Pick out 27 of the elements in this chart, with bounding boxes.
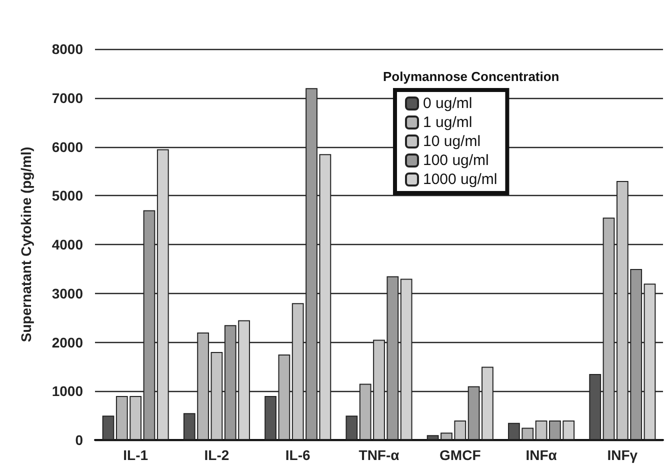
legend-label: 100 ug/ml bbox=[423, 152, 489, 169]
x-tick-label: GMCF bbox=[440, 447, 482, 463]
x-tick-label: INFγ bbox=[607, 447, 638, 463]
y-tick-label: 1000 bbox=[52, 383, 84, 400]
legend-title: Polymannose Concentration bbox=[383, 69, 560, 84]
y-tick-label: 0 bbox=[75, 432, 84, 448]
legend-label: 0 ug/ml bbox=[423, 95, 472, 112]
x-tick-label: IL-6 bbox=[285, 447, 311, 463]
bar bbox=[346, 416, 358, 440]
legend-label: 1000 ug/ml bbox=[423, 171, 498, 188]
y-axis-title: Supernatant Cytokine (pg/ml) bbox=[18, 146, 34, 342]
y-tick-label: 2000 bbox=[52, 334, 84, 350]
legend-label: 10 ug/ml bbox=[423, 133, 481, 150]
y-tick-label: 7000 bbox=[52, 90, 84, 106]
legend-label: 1 ug/ml bbox=[423, 114, 472, 131]
x-tick-label: INFα bbox=[526, 447, 558, 463]
bar bbox=[264, 396, 276, 440]
x-tick-label: IL-2 bbox=[204, 447, 230, 463]
x-tick-label: TNF-α bbox=[358, 447, 400, 463]
y-tick-label: 3000 bbox=[52, 285, 84, 302]
x-tick-label: IL-1 bbox=[123, 447, 148, 463]
y-tick-label: 4000 bbox=[52, 236, 84, 252]
bar bbox=[535, 420, 548, 440]
bar bbox=[102, 416, 114, 440]
y-tick-label: 5000 bbox=[52, 188, 84, 204]
y-tick-label: 6000 bbox=[52, 138, 84, 155]
y-tick-label: 8000 bbox=[52, 41, 84, 57]
